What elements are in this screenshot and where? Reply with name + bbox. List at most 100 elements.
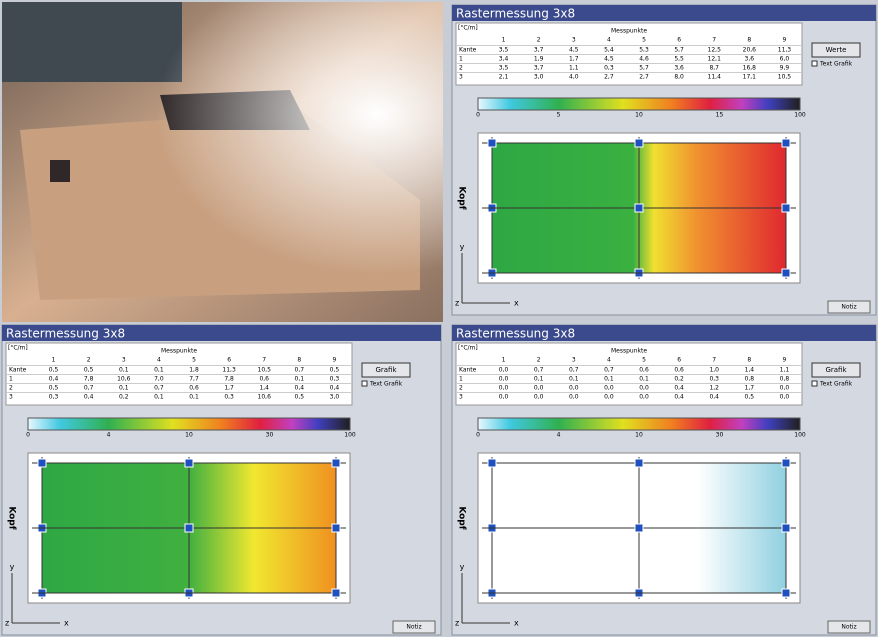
column-header: 4 xyxy=(157,357,161,364)
table-cell: 0,0 xyxy=(534,394,544,401)
table-cell: 0,6 xyxy=(639,367,649,374)
row-label: Kante xyxy=(459,47,477,54)
table-cell: 9,9 xyxy=(780,65,790,72)
table-title: Messpunkte xyxy=(161,348,197,355)
table-cell: 4,5 xyxy=(569,47,579,54)
table-cell: 0,1 xyxy=(119,367,129,374)
table-cell: 0,0 xyxy=(780,385,790,392)
checkbox[interactable] xyxy=(811,60,818,67)
grid-node xyxy=(781,458,791,468)
table-cell: 7,8 xyxy=(224,376,234,383)
note-button[interactable] xyxy=(827,300,871,314)
title-bar xyxy=(452,325,876,341)
table-cell: 0,5 xyxy=(295,394,305,401)
table-unit: [°C/m] xyxy=(458,345,478,352)
table-cell: 0,3 xyxy=(224,394,234,401)
table-cell: 1,7 xyxy=(745,385,755,392)
scale-label: 0 xyxy=(476,432,480,439)
table-cell: 0,6 xyxy=(259,376,269,383)
table-cell: 7,8 xyxy=(84,376,94,383)
table-cell: 0,4 xyxy=(84,394,94,401)
table-cell: 0,3 xyxy=(709,376,719,383)
checkbox[interactable] xyxy=(361,380,368,387)
table-cell: 1,0 xyxy=(709,367,719,374)
column-header: 3 xyxy=(122,357,126,364)
column-header: 8 xyxy=(747,357,751,364)
note-button[interactable] xyxy=(392,620,436,634)
table-cell: 3,6 xyxy=(745,56,755,63)
table-cell: 0,1 xyxy=(154,394,164,401)
scale-label: 10 xyxy=(635,432,643,439)
grid-node xyxy=(37,458,47,468)
view-button[interactable] xyxy=(811,42,861,58)
camera-photo xyxy=(2,2,443,322)
table-cell: 0,5 xyxy=(49,367,59,374)
table-cell: 3,0 xyxy=(330,394,340,401)
table-cell: 0,0 xyxy=(569,385,579,392)
table-cell: 5,3 xyxy=(639,47,649,54)
grid-node xyxy=(331,523,341,533)
table-cell: 0,2 xyxy=(674,376,684,383)
table-cell: 3,7 xyxy=(534,65,544,72)
view-button[interactable] xyxy=(811,362,861,378)
title-bar xyxy=(452,5,876,21)
table-cell: 1,1 xyxy=(780,367,790,374)
table-cell: 0,7 xyxy=(295,367,305,374)
grid-node xyxy=(781,203,791,213)
table-cell: 16,8 xyxy=(743,65,757,72)
row-label: 3 xyxy=(459,74,463,81)
panel-title: Rastermessung 3x8 xyxy=(456,327,575,341)
scale-label: 10 xyxy=(185,432,193,439)
table-title: Messpunkte xyxy=(611,348,647,355)
table-cell: 7,7 xyxy=(189,376,199,383)
row-label: 2 xyxy=(459,65,463,72)
column-header: 6 xyxy=(227,357,231,364)
grid-node xyxy=(184,523,194,533)
note-button-label: Notiz xyxy=(841,624,856,631)
table-cell: 0,0 xyxy=(604,394,614,401)
table-cell: 0,5 xyxy=(745,394,755,401)
column-header: 2 xyxy=(537,37,541,44)
table-cell: 0,7 xyxy=(154,385,164,392)
table-cell: 0,0 xyxy=(499,367,509,374)
note-button[interactable] xyxy=(827,620,871,634)
table-cell: 1,7 xyxy=(569,56,579,63)
table-cell: 12,5 xyxy=(708,47,722,54)
scale-label: 100 xyxy=(344,432,356,439)
table-cell: 0,1 xyxy=(604,376,614,383)
table-cell: 3,0 xyxy=(534,74,544,81)
table-cell: 4,6 xyxy=(639,56,649,63)
checkbox[interactable] xyxy=(811,380,818,387)
table-cell: 0,3 xyxy=(604,65,614,72)
table-cell: 0,4 xyxy=(674,385,684,392)
table-cell: 0,0 xyxy=(499,394,509,401)
axis-x: x xyxy=(64,619,69,628)
column-header: 5 xyxy=(642,357,646,364)
table-cell: 3,7 xyxy=(534,47,544,54)
table-cell: 0,6 xyxy=(189,385,199,392)
table-cell: 4,0 xyxy=(569,74,579,81)
table-cell: 1,9 xyxy=(534,56,544,63)
grid-node xyxy=(781,268,791,278)
table-cell: 0,8 xyxy=(780,376,790,383)
table-cell: 2,7 xyxy=(639,74,649,81)
table-cell: 0,5 xyxy=(49,385,59,392)
checkbox-label: Text Grafik xyxy=(819,61,853,68)
grid-node xyxy=(184,458,194,468)
table-cell: 0,1 xyxy=(119,385,129,392)
table-cell: 20,6 xyxy=(743,47,757,54)
table-title: Messpunkte xyxy=(611,28,647,35)
grid-node xyxy=(634,523,644,533)
column-header: 3 xyxy=(572,357,576,364)
table-cell: 0,1 xyxy=(189,394,199,401)
note-button-label: Notiz xyxy=(841,304,856,311)
view-button[interactable] xyxy=(361,362,411,378)
title-bar xyxy=(2,325,441,341)
table-cell: 1,2 xyxy=(709,385,719,392)
table-cell: 1,7 xyxy=(224,385,234,392)
measurement-panel: Rastermessung 3x8 [°C/m] Messpunkte 1 2 3 4 5 6 7… xyxy=(451,324,877,636)
table-cell: 0,0 xyxy=(569,394,579,401)
panel-title: Rastermessung 3x8 xyxy=(6,327,125,341)
view-button-label: Grafik xyxy=(375,366,397,374)
